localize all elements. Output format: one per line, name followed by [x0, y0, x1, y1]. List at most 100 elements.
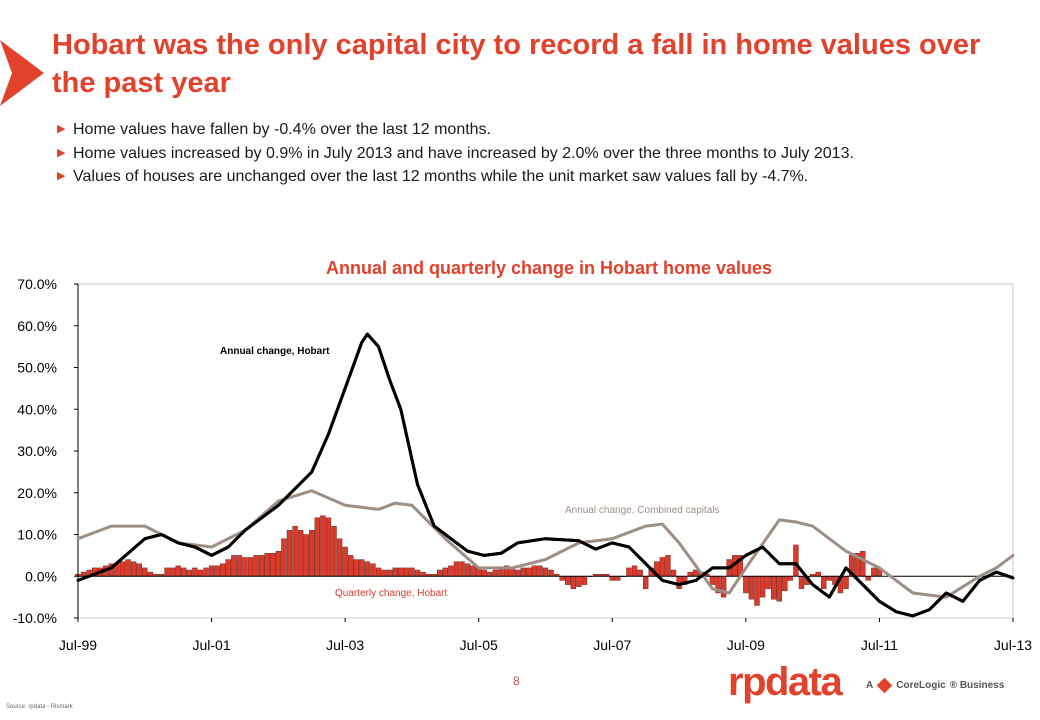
bar-mark — [353, 559, 359, 577]
bar-mark — [203, 567, 209, 577]
bar-mark — [136, 563, 142, 577]
bar-mark — [403, 567, 410, 577]
bar-mark — [336, 538, 343, 577]
bullet-list: ▶ Home values have fallen by -0.4% over … — [57, 118, 1017, 189]
bar-mark — [782, 576, 788, 592]
bar-mark — [787, 576, 794, 581]
bar-mark — [303, 534, 309, 577]
bar-mark — [537, 565, 543, 577]
y-tick-label: 0.0% — [25, 568, 57, 584]
bar-mark — [631, 565, 638, 577]
bar-mark — [659, 557, 666, 577]
bar-mark — [709, 576, 716, 585]
bar-mark — [720, 576, 727, 598]
bullet-text: Home values increased by 0.9% in July 20… — [73, 144, 854, 162]
bar-mark — [459, 561, 465, 577]
tagline-suffix: ® Business — [949, 680, 1005, 691]
bullet-item: ▶ Home values increased by 0.9% in July … — [57, 142, 1017, 166]
bar-mark — [442, 567, 449, 577]
x-tick-label: Jul-99 — [59, 637, 97, 653]
x-tick-label: Jul-11 — [861, 637, 898, 653]
rpdata-logo: rpdata — [728, 660, 843, 704]
hobart-annual-line-top — [77, 332, 1014, 618]
bar-mark — [142, 567, 148, 577]
y-tick-label: 50.0% — [17, 360, 57, 376]
y-tick-label: 10.0% — [17, 527, 57, 543]
bar-mark — [665, 555, 671, 577]
chart-title: Annual and quarterly change in Hobart ho… — [325, 258, 773, 278]
annotation-quarterly-hobart: Quarterly change, Hobart — [335, 588, 448, 599]
bar-mark — [626, 567, 632, 577]
bar-mark — [576, 576, 582, 587]
bullet-item: ▶ Values of houses are unchanged over th… — [57, 165, 1017, 189]
bar-mark — [487, 571, 493, 577]
bar-mark — [464, 563, 471, 577]
bar-mark — [542, 567, 549, 577]
bar-mark — [320, 515, 326, 577]
bar-mark — [281, 538, 287, 577]
bar-mark — [236, 555, 243, 577]
bullet-text: Values of houses are unchanged over the … — [73, 168, 809, 185]
bullet-marker-icon: ▶ — [57, 123, 66, 135]
bar-mark — [470, 565, 476, 577]
bar-mark — [325, 517, 332, 577]
bar-mark — [492, 569, 499, 577]
bar-mark — [481, 569, 487, 577]
bar-mark — [258, 555, 265, 577]
bar-mark — [765, 576, 771, 589]
bar-mark — [693, 569, 699, 577]
bar-mark — [225, 559, 231, 577]
bar-mark — [370, 563, 376, 577]
bar-mark — [181, 567, 187, 577]
bar-mark — [220, 563, 226, 577]
y-tick-label: 70.0% — [17, 276, 57, 292]
corelogic-tagline: A CoreLogic ® Business — [866, 677, 1005, 694]
bar-mark — [147, 571, 154, 577]
bar-mark — [437, 569, 443, 577]
bar-mark — [164, 567, 170, 577]
tagline-prefix: A — [866, 680, 874, 691]
bullet-marker-icon: ▶ — [57, 170, 66, 182]
bar-mark — [865, 576, 871, 581]
bar-mark — [242, 557, 248, 577]
bar-mark — [871, 567, 877, 577]
bar-mark — [520, 567, 526, 577]
x-tick-label: Jul-03 — [326, 637, 364, 653]
bar-mark — [192, 567, 198, 577]
bar-mark — [570, 576, 577, 589]
bar-mark — [186, 569, 192, 577]
bar-mark — [815, 571, 821, 577]
bar-mark — [414, 569, 421, 577]
bar-mark — [754, 576, 760, 606]
bar-mark — [793, 544, 799, 577]
x-tick-label: Jul-05 — [460, 637, 498, 653]
bar-mark — [531, 565, 538, 577]
bar-mark — [364, 561, 371, 577]
bar-mark — [860, 551, 866, 577]
bar-mark — [270, 553, 276, 577]
bar-mark — [821, 576, 827, 589]
annotation-hobart-annual: Annual change, Hobart — [220, 346, 330, 357]
bar-mark — [642, 576, 649, 589]
bar-mark — [275, 551, 282, 577]
bar-mark — [526, 567, 532, 577]
slide-title: Hobart was the only capital city to reco… — [52, 29, 981, 99]
bar-mark — [80, 571, 87, 577]
bar-mark — [125, 559, 131, 577]
bar-mark — [197, 569, 204, 577]
bar-mark — [231, 555, 237, 577]
corelogic-cube-icon — [876, 677, 893, 694]
bar-mark — [776, 576, 782, 602]
bar-mark — [381, 569, 387, 577]
bar-mark — [615, 576, 621, 581]
bullet-text: Home values have fallen by -0.4% over th… — [73, 121, 491, 138]
bar-mark — [676, 576, 682, 589]
y-tick-label: 30.0% — [17, 443, 57, 459]
bar-mark — [348, 555, 354, 577]
y-tick-label: -10.0% — [13, 610, 57, 626]
bar-mark — [130, 561, 137, 577]
bar-mark — [398, 567, 404, 577]
bar-mark — [748, 576, 755, 600]
y-tick-label: 20.0% — [17, 485, 57, 501]
bar-mark — [175, 565, 181, 577]
